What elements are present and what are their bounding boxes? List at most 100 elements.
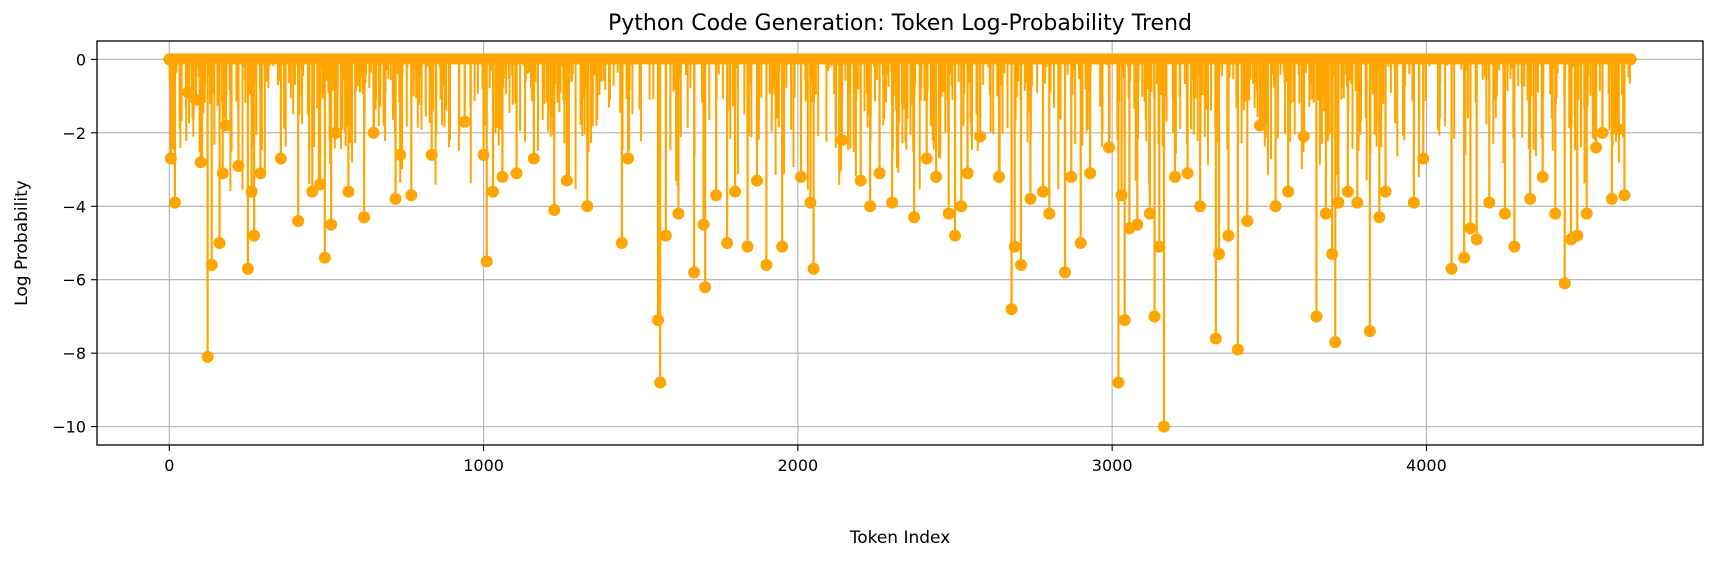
point-marker: [1524, 192, 1537, 205]
data-point: [232, 59, 245, 172]
data-point: [1310, 59, 1323, 323]
data-point: [688, 59, 701, 279]
point-marker: [1464, 222, 1477, 235]
point-marker: [949, 229, 961, 242]
point-marker: [729, 185, 741, 198]
point-marker: [367, 126, 380, 139]
point-marker: [1148, 310, 1161, 323]
point-marker: [358, 211, 371, 224]
point-marker: [699, 281, 712, 294]
point-marker: [1084, 167, 1097, 180]
data-point: [1103, 59, 1115, 154]
data-point: [1158, 59, 1170, 433]
data-point: [1332, 59, 1345, 209]
point-marker: [710, 189, 723, 202]
data-point: [710, 59, 723, 202]
point-marker: [1612, 123, 1625, 136]
point-marker: [480, 255, 493, 268]
data-point: [254, 59, 267, 180]
point-marker: [1590, 141, 1603, 154]
point-marker: [560, 174, 573, 187]
point-marker: [1483, 196, 1496, 209]
point-marker: [510, 167, 523, 180]
data-point: [1445, 59, 1458, 275]
point-marker: [1118, 314, 1131, 327]
data-point: [1618, 59, 1631, 202]
point-marker: [659, 229, 672, 242]
data-point: [776, 59, 789, 253]
point-marker: [873, 167, 886, 180]
data-point: [1297, 59, 1310, 143]
point-marker: [216, 167, 229, 180]
data-point: [1351, 59, 1364, 209]
point-marker: [760, 259, 773, 272]
data-point: [993, 59, 1005, 183]
point-marker: [1470, 233, 1483, 246]
plot-frame: [96, 40, 1704, 446]
data-point: [168, 59, 181, 209]
data-point: [201, 59, 214, 363]
point-marker: [168, 196, 181, 209]
data-point: [1464, 59, 1477, 235]
data-point: [367, 59, 380, 139]
data-point: [1470, 59, 1483, 246]
data-point: [1065, 59, 1078, 183]
data-point: [190, 59, 202, 106]
point-marker: [1341, 185, 1354, 198]
data-point: [1596, 59, 1609, 139]
point-marker: [274, 152, 287, 165]
data-point: [182, 59, 195, 99]
data-point: [920, 59, 933, 165]
point-marker: [325, 218, 338, 231]
point-marker: [930, 170, 943, 183]
point-marker: [1024, 192, 1037, 205]
data-point: [405, 59, 418, 202]
point-marker: [219, 119, 232, 132]
data-point: [1153, 59, 1166, 253]
data-point: [659, 59, 672, 242]
point-marker: [342, 185, 355, 198]
point-marker: [942, 207, 955, 220]
data-point: [216, 59, 229, 180]
point-marker: [487, 185, 499, 198]
data-point: [389, 59, 402, 205]
point-marker: [190, 93, 202, 106]
point-marker: [1037, 185, 1049, 198]
data-point: [1222, 59, 1235, 242]
data-point: [1181, 59, 1194, 180]
data-point: [1580, 59, 1593, 220]
data-point: [487, 59, 499, 198]
data-point: [672, 59, 685, 220]
data-point: [1508, 59, 1521, 253]
data-point: [807, 59, 820, 275]
point-marker: [318, 251, 331, 264]
point-marker: [1158, 420, 1170, 433]
point-marker: [741, 240, 754, 253]
data-point: [480, 59, 493, 268]
data-point: [248, 59, 261, 242]
x-tick-label: 2000: [777, 456, 818, 475]
point-marker: [1363, 325, 1376, 338]
y-tick-label: −8: [62, 344, 86, 363]
data-point: [721, 59, 734, 249]
point-marker: [548, 203, 561, 216]
data-point: [1558, 59, 1571, 290]
data-point: [864, 59, 877, 213]
data-point: [615, 59, 628, 249]
point-marker: [1143, 207, 1156, 220]
data-point: [795, 59, 807, 183]
data-point: [1571, 59, 1584, 242]
point-marker: [1074, 237, 1087, 249]
point-marker: [1008, 240, 1021, 253]
y-axis-label: Log Probability: [12, 180, 32, 306]
point-marker: [908, 211, 921, 224]
data-point: [1499, 59, 1511, 220]
point-marker: [1209, 332, 1222, 345]
point-marker: [1624, 53, 1637, 66]
point-marker: [1618, 189, 1631, 202]
data-point: [1269, 59, 1282, 213]
point-marker: [795, 170, 807, 183]
data-point: [1231, 59, 1244, 356]
point-marker: [672, 207, 685, 220]
